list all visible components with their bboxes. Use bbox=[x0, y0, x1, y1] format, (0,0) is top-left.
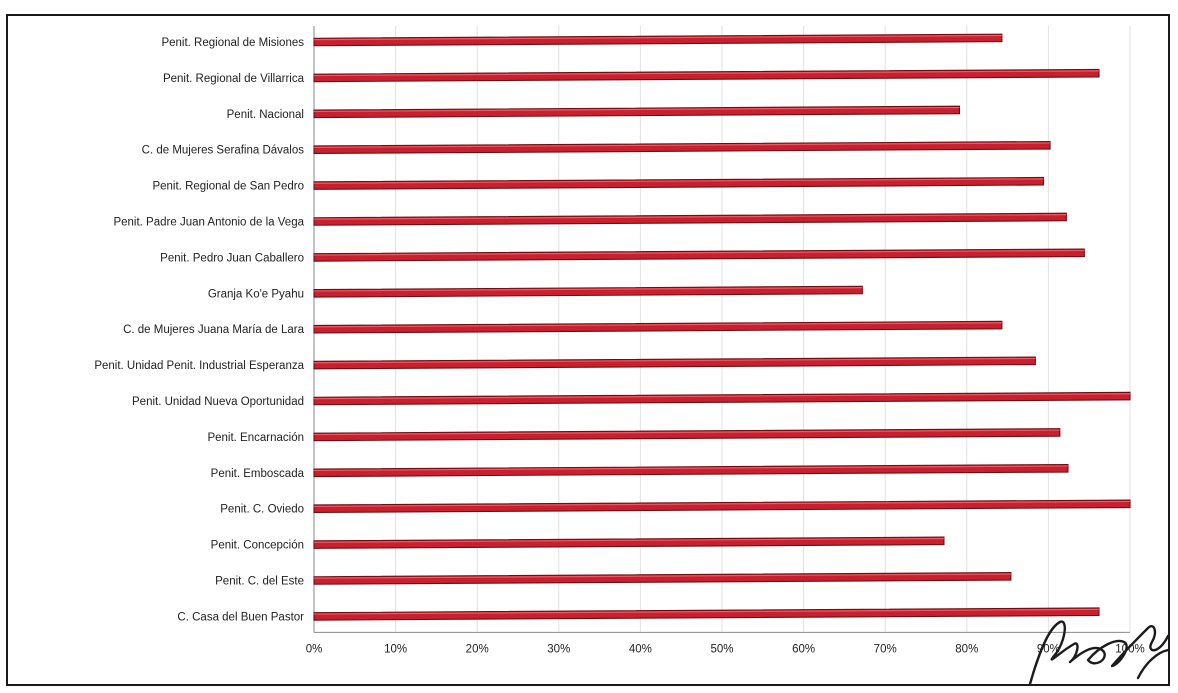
bar-chart: Penit. Regional de Misiones Penit. Region… bbox=[94, 26, 1168, 684]
x-tick-label: 10% bbox=[384, 643, 407, 655]
bar-highlight bbox=[313, 34, 1002, 41]
category-label: Penit. Regional de Villarrica bbox=[163, 73, 305, 85]
bar-highlight bbox=[313, 465, 1068, 472]
bar-highlight bbox=[313, 214, 1067, 220]
chart-frame: Penit. Regional de Misiones Penit. Region… bbox=[6, 14, 1170, 686]
bar-highlight bbox=[313, 573, 1011, 579]
bars bbox=[313, 33, 1131, 621]
category-label: Penit. Regional de San Pedro bbox=[152, 181, 304, 193]
bar-highlight bbox=[313, 393, 1131, 400]
category-label: Penit. Regional de Misiones bbox=[161, 37, 304, 49]
x-tick-label: 20% bbox=[466, 643, 489, 655]
bar-highlight bbox=[313, 178, 1044, 184]
bar-highlight bbox=[313, 537, 944, 543]
x-tick-label: 70% bbox=[874, 643, 897, 655]
signature-mark bbox=[1028, 620, 1168, 684]
category-label: C. de Mujeres Serafina Dávalos bbox=[142, 145, 305, 157]
category-label: Penit. Encarnación bbox=[207, 432, 304, 444]
category-label: Penit. C. del Este bbox=[215, 576, 304, 588]
category-label: Penit. Concepción bbox=[211, 540, 304, 552]
category-label: C. de Mujeres Juana María de Lara bbox=[123, 324, 305, 336]
x-tick-label: 80% bbox=[955, 643, 978, 655]
x-tick-label: 40% bbox=[629, 643, 652, 655]
signature-flourish bbox=[1136, 648, 1168, 680]
category-labels: Penit. Regional de Misiones Penit. Region… bbox=[94, 37, 304, 623]
x-tick-labels: 0% 10% 20% 30% 40% 50% 60% 70% 80% 90% 100% bbox=[306, 643, 1145, 655]
category-label: Penit. Emboscada bbox=[211, 468, 305, 480]
category-label: Penit. Padre Juan Antonio de la Vega bbox=[113, 217, 304, 229]
category-label: Penit. Pedro Juan Caballero bbox=[160, 252, 304, 264]
bar-highlight bbox=[313, 142, 1051, 148]
x-tick-label: 60% bbox=[792, 643, 815, 655]
category-label: C. Casa del Buen Pastor bbox=[177, 611, 304, 623]
bar-highlight bbox=[313, 322, 1002, 328]
category-label: Penit. Unidad Penit. Industrial Esperanz… bbox=[94, 360, 304, 372]
bar-highlight bbox=[313, 106, 960, 113]
category-label: Penit. Nacional bbox=[227, 109, 304, 121]
category-label: Penit. Unidad Nueva Oportunidad bbox=[132, 396, 304, 408]
bar-highlight bbox=[313, 70, 1099, 77]
x-tick-label: 50% bbox=[710, 643, 733, 655]
bar-highlight bbox=[313, 608, 1099, 615]
bar-highlight bbox=[313, 429, 1060, 436]
bar-highlight bbox=[313, 287, 863, 292]
x-tick-label: 0% bbox=[306, 643, 323, 655]
bar-highlight bbox=[313, 500, 1131, 507]
category-label: Granja Ko'e Pyahu bbox=[208, 288, 304, 300]
bar-highlight bbox=[313, 249, 1085, 256]
x-tick-label: 30% bbox=[547, 643, 570, 655]
category-label: Penit. C. Oviedo bbox=[220, 504, 304, 516]
bar-highlight bbox=[313, 357, 1036, 364]
